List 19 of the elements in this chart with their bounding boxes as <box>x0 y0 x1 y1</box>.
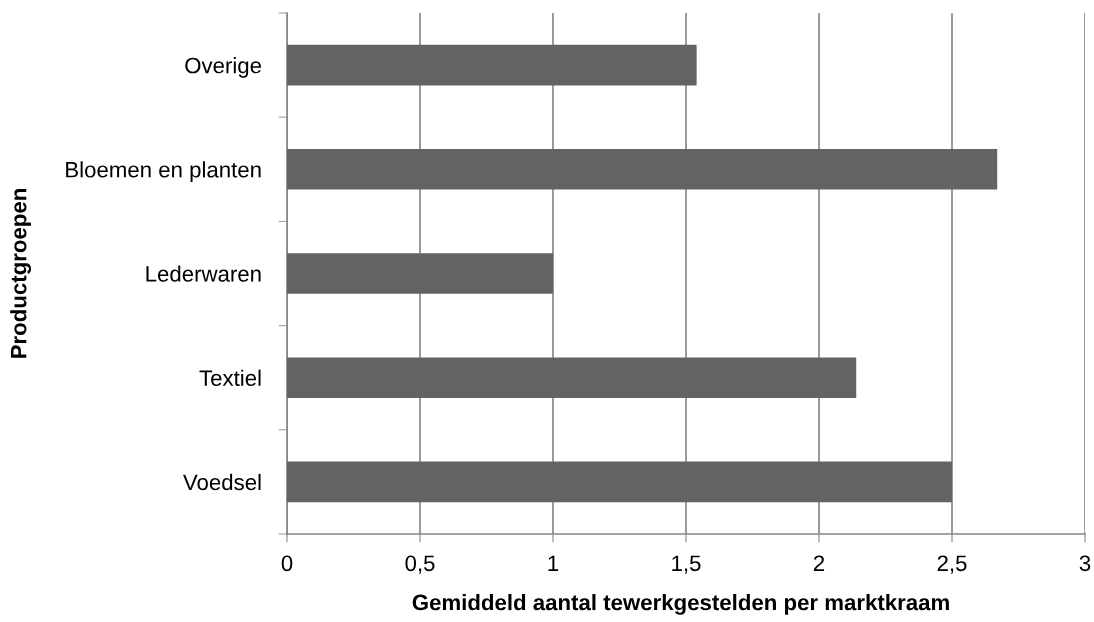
bar <box>287 253 553 294</box>
x-tick-label: 2 <box>813 555 825 571</box>
x-tick-label: 0,5 <box>405 555 435 574</box>
bar <box>287 148 998 190</box>
x-axis-title: Gemiddeld aantal tewerkgestelden per marktkraam <box>412 594 949 615</box>
y-tick-label: Lederwaren <box>146 265 261 282</box>
x-tick-label: 2,5 <box>937 555 967 574</box>
x-tick-label: 1 <box>548 555 559 571</box>
bar <box>287 357 857 399</box>
y-tick-label: Voedsel <box>183 473 261 491</box>
bar <box>287 461 952 503</box>
y-tick-label: Overige <box>185 57 262 78</box>
y-tick-label: Textiel <box>199 369 261 386</box>
y-tick-label: Bloemen en planten <box>66 161 261 182</box>
x-tick-label: 1,5 <box>672 555 701 574</box>
x-tick-label: 3 <box>1079 555 1091 572</box>
x-tick-label: 0 <box>281 555 293 572</box>
bar <box>287 44 697 86</box>
y-axis-title: Productgroepen <box>10 189 31 358</box>
